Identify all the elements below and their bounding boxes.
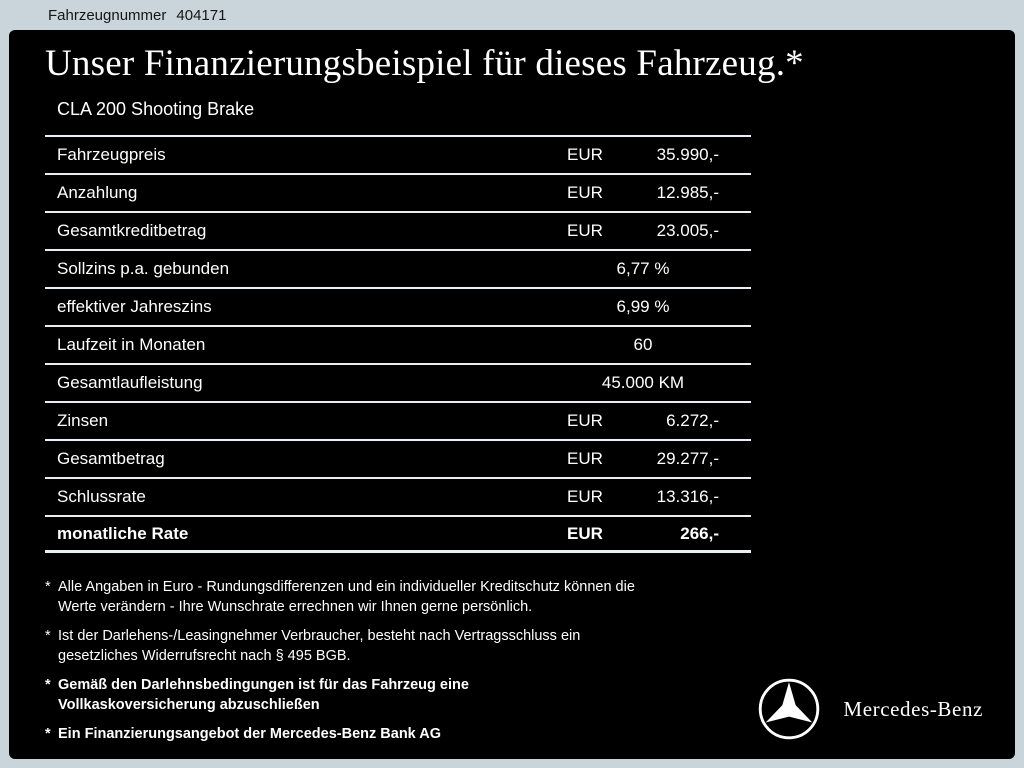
row-value: 6.272,- (666, 411, 719, 430)
table-row: Gesamtkreditbetrag EUR 23.005,- (45, 211, 751, 249)
row-label: Schlussrate (57, 487, 146, 506)
financing-panel: Unser Finanzierungsbeispiel für dieses F… (9, 30, 1015, 759)
row-currency: EUR (567, 183, 603, 202)
brand-area: Mercedes-Benz (757, 677, 983, 741)
row-value: 13.316,- (656, 487, 719, 506)
table-row: Schlussrate EUR 13.316,- (45, 477, 751, 515)
row-value: 35.990,- (656, 145, 719, 164)
mercedes-star-icon (759, 678, 820, 740)
vehicle-model: CLA 200 Shooting Brake (57, 99, 255, 119)
row-value: 6,99 % (616, 297, 670, 316)
row-value: 29.277,- (656, 449, 719, 468)
table-row-monthly-rate: monatliche Rate EUR 266,- (45, 515, 751, 553)
row-value: 12.985,- (656, 183, 719, 202)
row-currency: EUR (567, 221, 603, 240)
table-row: Zinsen EUR 6.272,- (45, 401, 751, 439)
row-value: 60 (633, 335, 653, 354)
table-row: Sollzins p.a. gebunden 6,77 % (45, 249, 751, 287)
row-label: Sollzins p.a. gebunden (57, 259, 230, 278)
page-title: Unser Finanzierungsbeispiel für dieses F… (45, 43, 804, 84)
financing-table: Fahrzeugpreis EUR 35.990,- Anzahlung EUR 1… (45, 135, 751, 553)
brand-wordmark: Mercedes-Benz (843, 696, 983, 721)
row-value: 45.000 KM (601, 373, 685, 392)
row-currency: EUR (567, 145, 603, 164)
row-label: effektiver Jahreszins (57, 297, 212, 316)
footnote-marker: * (45, 726, 51, 742)
row-label: Gesamtbetrag (57, 449, 165, 468)
table-row: effektiver Jahreszins 6,99 % (45, 287, 751, 325)
footnote-marker: * (45, 579, 51, 595)
row-label: Gesamtlaufleistung (57, 373, 203, 392)
footnote: * Gemäß den Darlehnsbedingungen ist für … (45, 675, 765, 715)
footnote-marker: * (45, 628, 51, 644)
footnote: * Ist der Darlehens-/Leasingnehmer Verbr… (45, 626, 765, 666)
footnote: * Ein Finanzierungsangebot der Mercedes-… (45, 724, 765, 744)
row-currency: EUR (567, 523, 603, 543)
footnote-text: Alle Angaben in Euro - Rundungsdifferenz… (58, 579, 635, 615)
row-value: 23.005,- (656, 221, 719, 240)
footnotes: * Alle Angaben in Euro - Rundungsdiffere… (45, 577, 765, 744)
footnote-text: Ein Finanzierungsangebot der Mercedes-Be… (58, 726, 441, 742)
footnote-marker: * (45, 677, 51, 693)
row-currency: EUR (567, 487, 603, 506)
row-currency: EUR (567, 411, 603, 430)
row-label: Zinsen (57, 411, 109, 430)
table-row: Gesamtlaufleistung 45.000 KM (45, 363, 751, 401)
row-value: 6,77 % (616, 259, 670, 278)
footnote-text: Gemäß den Darlehnsbedingungen ist für da… (58, 677, 469, 713)
row-currency: EUR (567, 449, 603, 468)
table-row: Anzahlung EUR 12.985,- (45, 173, 751, 211)
table-row: Fahrzeugpreis EUR 35.990,- (45, 135, 751, 173)
row-label: Laufzeit in Monaten (57, 335, 206, 354)
vehicle-number-value: 404171 (176, 6, 227, 24)
vehicle-number-bar: Fahrzeugnummer 404171 (0, 0, 1024, 30)
row-value: 266,- (680, 523, 719, 543)
row-label: Anzahlung (57, 183, 138, 202)
row-label: Fahrzeugpreis (57, 145, 166, 164)
footnote-text: Ist der Darlehens-/Leasingnehmer Verbrau… (58, 628, 581, 664)
row-label: monatliche Rate (57, 523, 189, 543)
table-row: Gesamtbetrag EUR 29.277,- (45, 439, 751, 477)
vehicle-number-label: Fahrzeugnummer (48, 6, 167, 24)
table-row: Laufzeit in Monaten 60 (45, 325, 751, 363)
footnote: * Alle Angaben in Euro - Rundungsdiffere… (45, 577, 765, 617)
row-label: Gesamtkreditbetrag (57, 221, 207, 240)
